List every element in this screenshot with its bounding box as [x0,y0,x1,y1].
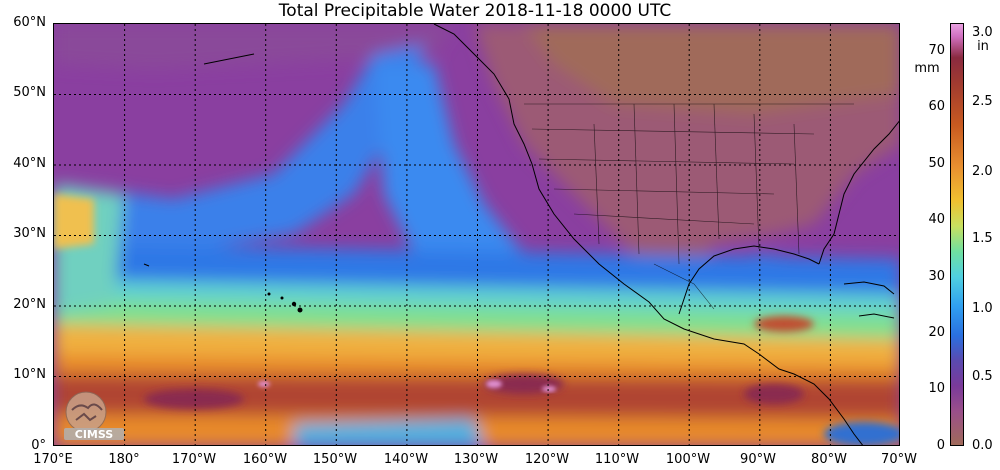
in-tick: 3.0 [972,25,993,40]
mm-tick: 10 [928,381,945,396]
mm-tick: 50 [928,156,945,171]
lon-label: 140°W [383,452,429,467]
lat-label: 50°N [13,85,46,100]
in-tick: 1.5 [972,231,993,246]
lat-label: 40°N [13,156,46,171]
in-tick: 0.0 [972,438,993,453]
in-tick: 2.0 [972,164,993,179]
in-tick: 1.0 [972,301,993,316]
lon-label: 120°W [524,452,570,467]
lon-label: 100°W [665,452,711,467]
in-tick: 0.5 [972,369,993,384]
cimss-logo: CIMSS [58,390,128,442]
lon-label: 180° [108,452,140,467]
lon-label: 70°W [881,452,917,467]
logo-text: CIMSS [75,428,114,441]
lon-label: 110°W [594,452,640,467]
tpw-field [54,24,899,445]
mm-tick: 20 [928,325,945,340]
lon-label: 170°W [171,452,217,467]
lat-label: 60°N [13,15,46,30]
mm-unit-label: mm [914,61,940,76]
in-unit-label: in [977,39,989,54]
graticule [54,24,899,445]
mm-tick: 70 [928,43,945,58]
lat-label: 20°N [13,297,46,312]
lon-label: 80°W [811,452,847,467]
coastlines [143,24,899,445]
mm-tick: 40 [928,212,945,227]
lat-label: 30°N [13,226,46,241]
lon-label: 90°W [740,452,776,467]
lon-label: 150°W [312,452,358,467]
lat-label: 10°N [13,367,46,382]
hawaii-islands [267,292,303,313]
lon-label: 130°W [453,452,499,467]
mm-tick: 60 [928,99,945,114]
in-tick: 2.5 [972,94,993,109]
colorbar [950,23,964,446]
lon-label: 170°E [33,452,73,467]
lon-label: 160°W [242,452,288,467]
tpw-map [53,23,900,446]
map-title: Total Precipitable Water 2018-11-18 0000… [278,1,672,21]
mm-tick: 30 [928,269,945,284]
lat-label: 0° [31,438,46,453]
mm-tick: 0 [936,438,945,453]
